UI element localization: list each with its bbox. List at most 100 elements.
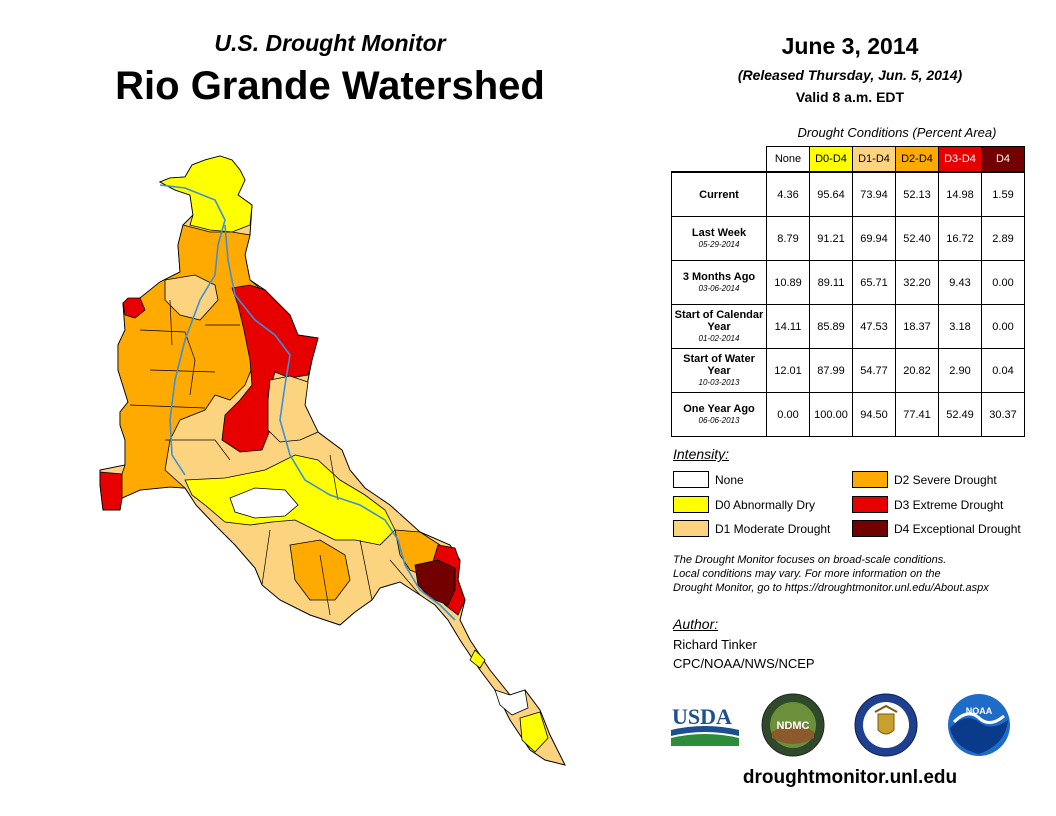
- map-region-d3-west: [99, 471, 123, 511]
- table-cell: 85.89: [809, 304, 853, 349]
- legend-item-d2: D2 Severe Drought: [852, 471, 997, 488]
- table-row: Start of Water Year 10-03-2013 12.01 87.9…: [671, 348, 1025, 393]
- table-cell: 91.21: [809, 216, 853, 261]
- table-cell: 0.00: [981, 260, 1025, 305]
- legend-swatch-d1: [673, 520, 709, 537]
- col-header-d2-d4: D2-D4: [895, 146, 939, 173]
- legend-label: None: [715, 472, 744, 487]
- map-region-d0-north: [159, 155, 253, 233]
- website-link[interactable]: droughtmonitor.unl.edu: [742, 767, 958, 788]
- commerce-seal-logo: [854, 693, 918, 757]
- table-cell: 94.50: [852, 392, 896, 437]
- map-region-d0-tail: [469, 649, 549, 753]
- map-region-d1-base: [99, 155, 566, 766]
- table-cell: 52.49: [938, 392, 982, 437]
- table-cell: 2.89: [981, 216, 1025, 261]
- table-cell: 30.37: [981, 392, 1025, 437]
- author-title: Author:: [673, 616, 719, 632]
- table-cell: 52.13: [895, 171, 939, 217]
- svg-text:NDMC: NDMC: [777, 720, 810, 732]
- table-cell: 54.77: [852, 348, 896, 393]
- map-region-d2-west: [117, 224, 263, 499]
- table-cell: 0.04: [981, 348, 1025, 393]
- legend-swatch-d4: [852, 520, 888, 537]
- col-header-d0-d4: D0-D4: [809, 146, 853, 173]
- col-header-d4: D4: [981, 146, 1025, 173]
- col-header-d3-d4: D3-D4: [938, 146, 982, 173]
- row-label: Current: [671, 171, 767, 217]
- county-boundaries: [129, 299, 421, 616]
- watershed-map: [99, 155, 566, 766]
- legend-title: Intensity:: [673, 446, 730, 462]
- svg-text:USDA: USDA: [672, 704, 732, 729]
- table-cell: 1.59: [981, 171, 1025, 217]
- table-cell: 14.11: [766, 304, 810, 349]
- monitor-title: U.S. Drought Monitor: [214, 30, 446, 56]
- usda-logo: USDA: [671, 704, 739, 746]
- legend-item-d0: D0 Abnormally Dry: [673, 496, 815, 513]
- legend-swatch-none: [673, 471, 709, 488]
- row-label: Start of Water Year 10-03-2013: [671, 348, 767, 393]
- legend-label: D2 Severe Drought: [894, 472, 997, 487]
- table-caption: Drought Conditions (Percent Area): [797, 125, 997, 140]
- noaa-logo: NOAA: [948, 694, 1010, 756]
- table-row: 3 Months Ago 03-06-2014 10.89 89.11 65.71…: [671, 260, 1025, 305]
- table-cell: 52.40: [895, 216, 939, 261]
- table-cell: 4.36: [766, 171, 810, 217]
- table-cell: 69.94: [852, 216, 896, 261]
- table-cell: 2.90: [938, 348, 982, 393]
- legend-swatch-d2: [852, 471, 888, 488]
- legend-label: D3 Extreme Drought: [894, 497, 1004, 512]
- table-cell: 0.00: [981, 304, 1025, 349]
- valid-time: Valid 8 a.m. EDT: [795, 89, 905, 105]
- legend-label: D4 Exceptional Drought: [894, 521, 1021, 536]
- table-cell: 95.64: [809, 171, 853, 217]
- table-cell: 100.00: [809, 392, 853, 437]
- legend-item-d1: D1 Moderate Drought: [673, 520, 830, 537]
- map-region-d3-northwest: [122, 297, 146, 319]
- disclaimer-note: The Drought Monitor focuses on broad-sca…: [673, 553, 1043, 595]
- row-label: Start of Calendar Year 01-02-2014: [671, 304, 767, 349]
- note-line: Local conditions may vary. For more info…: [673, 568, 941, 580]
- table-cell: 20.82: [895, 348, 939, 393]
- table-row: One Year Ago 06-06-2013 0.00 100.00 94.50…: [671, 392, 1025, 437]
- rio-grande-main: [224, 224, 456, 621]
- legend-label: D0 Abnormally Dry: [715, 497, 816, 512]
- ndmc-logo: NDMC: [761, 693, 825, 757]
- table-cell: 73.94: [852, 171, 896, 217]
- map-region-d1-inner: [164, 274, 219, 321]
- map-region-none: [229, 487, 299, 519]
- table-cell: 3.18: [938, 304, 982, 349]
- col-header-none: None: [766, 146, 810, 173]
- legend-item-none: None: [673, 471, 744, 488]
- author-name: Richard Tinker: [673, 637, 757, 652]
- map-date: June 3, 2014: [781, 33, 919, 59]
- svg-text:NOAA: NOAA: [966, 706, 993, 716]
- table-cell: 89.11: [809, 260, 853, 305]
- table-cell: 8.79: [766, 216, 810, 261]
- table-cell: 0.00: [766, 392, 810, 437]
- row-label: Last Week 05-29-2014: [671, 216, 767, 261]
- map-region-none-tail: [494, 689, 529, 716]
- table-row: Start of Calendar Year 01-02-2014 14.11 8…: [671, 304, 1025, 349]
- table-cell: 77.41: [895, 392, 939, 437]
- drought-stats-table: None D0-D4 D1-D4 D2-D4 D3-D4 D4 Current …: [671, 146, 1025, 437]
- table-cell: 12.01: [766, 348, 810, 393]
- rio-grande-river: [159, 184, 226, 476]
- row-label: One Year Ago 06-06-2013: [671, 392, 767, 437]
- table-cell: 87.99: [809, 348, 853, 393]
- table-row: Last Week 05-29-2014 8.79 91.21 69.94 52.…: [671, 216, 1025, 261]
- col-header-d1-d4: D1-D4: [852, 146, 896, 173]
- map-region-d4: [414, 559, 456, 606]
- table-cell: 10.89: [766, 260, 810, 305]
- table-cell: 9.43: [938, 260, 982, 305]
- note-line: The Drought Monitor focuses on broad-sca…: [673, 554, 947, 566]
- author-org: CPC/NOAA/NWS/NCEP: [673, 656, 815, 671]
- table-cell: 65.71: [852, 260, 896, 305]
- watershed-title: Rio Grande Watershed: [115, 64, 545, 108]
- map-region-d2-south: [289, 539, 351, 601]
- table-cell: 16.72: [938, 216, 982, 261]
- row-label: 3 Months Ago 03-06-2014: [671, 260, 767, 305]
- note-line: Drought Monitor, go to https://droughtmo…: [673, 582, 989, 594]
- legend-swatch-d3: [852, 496, 888, 513]
